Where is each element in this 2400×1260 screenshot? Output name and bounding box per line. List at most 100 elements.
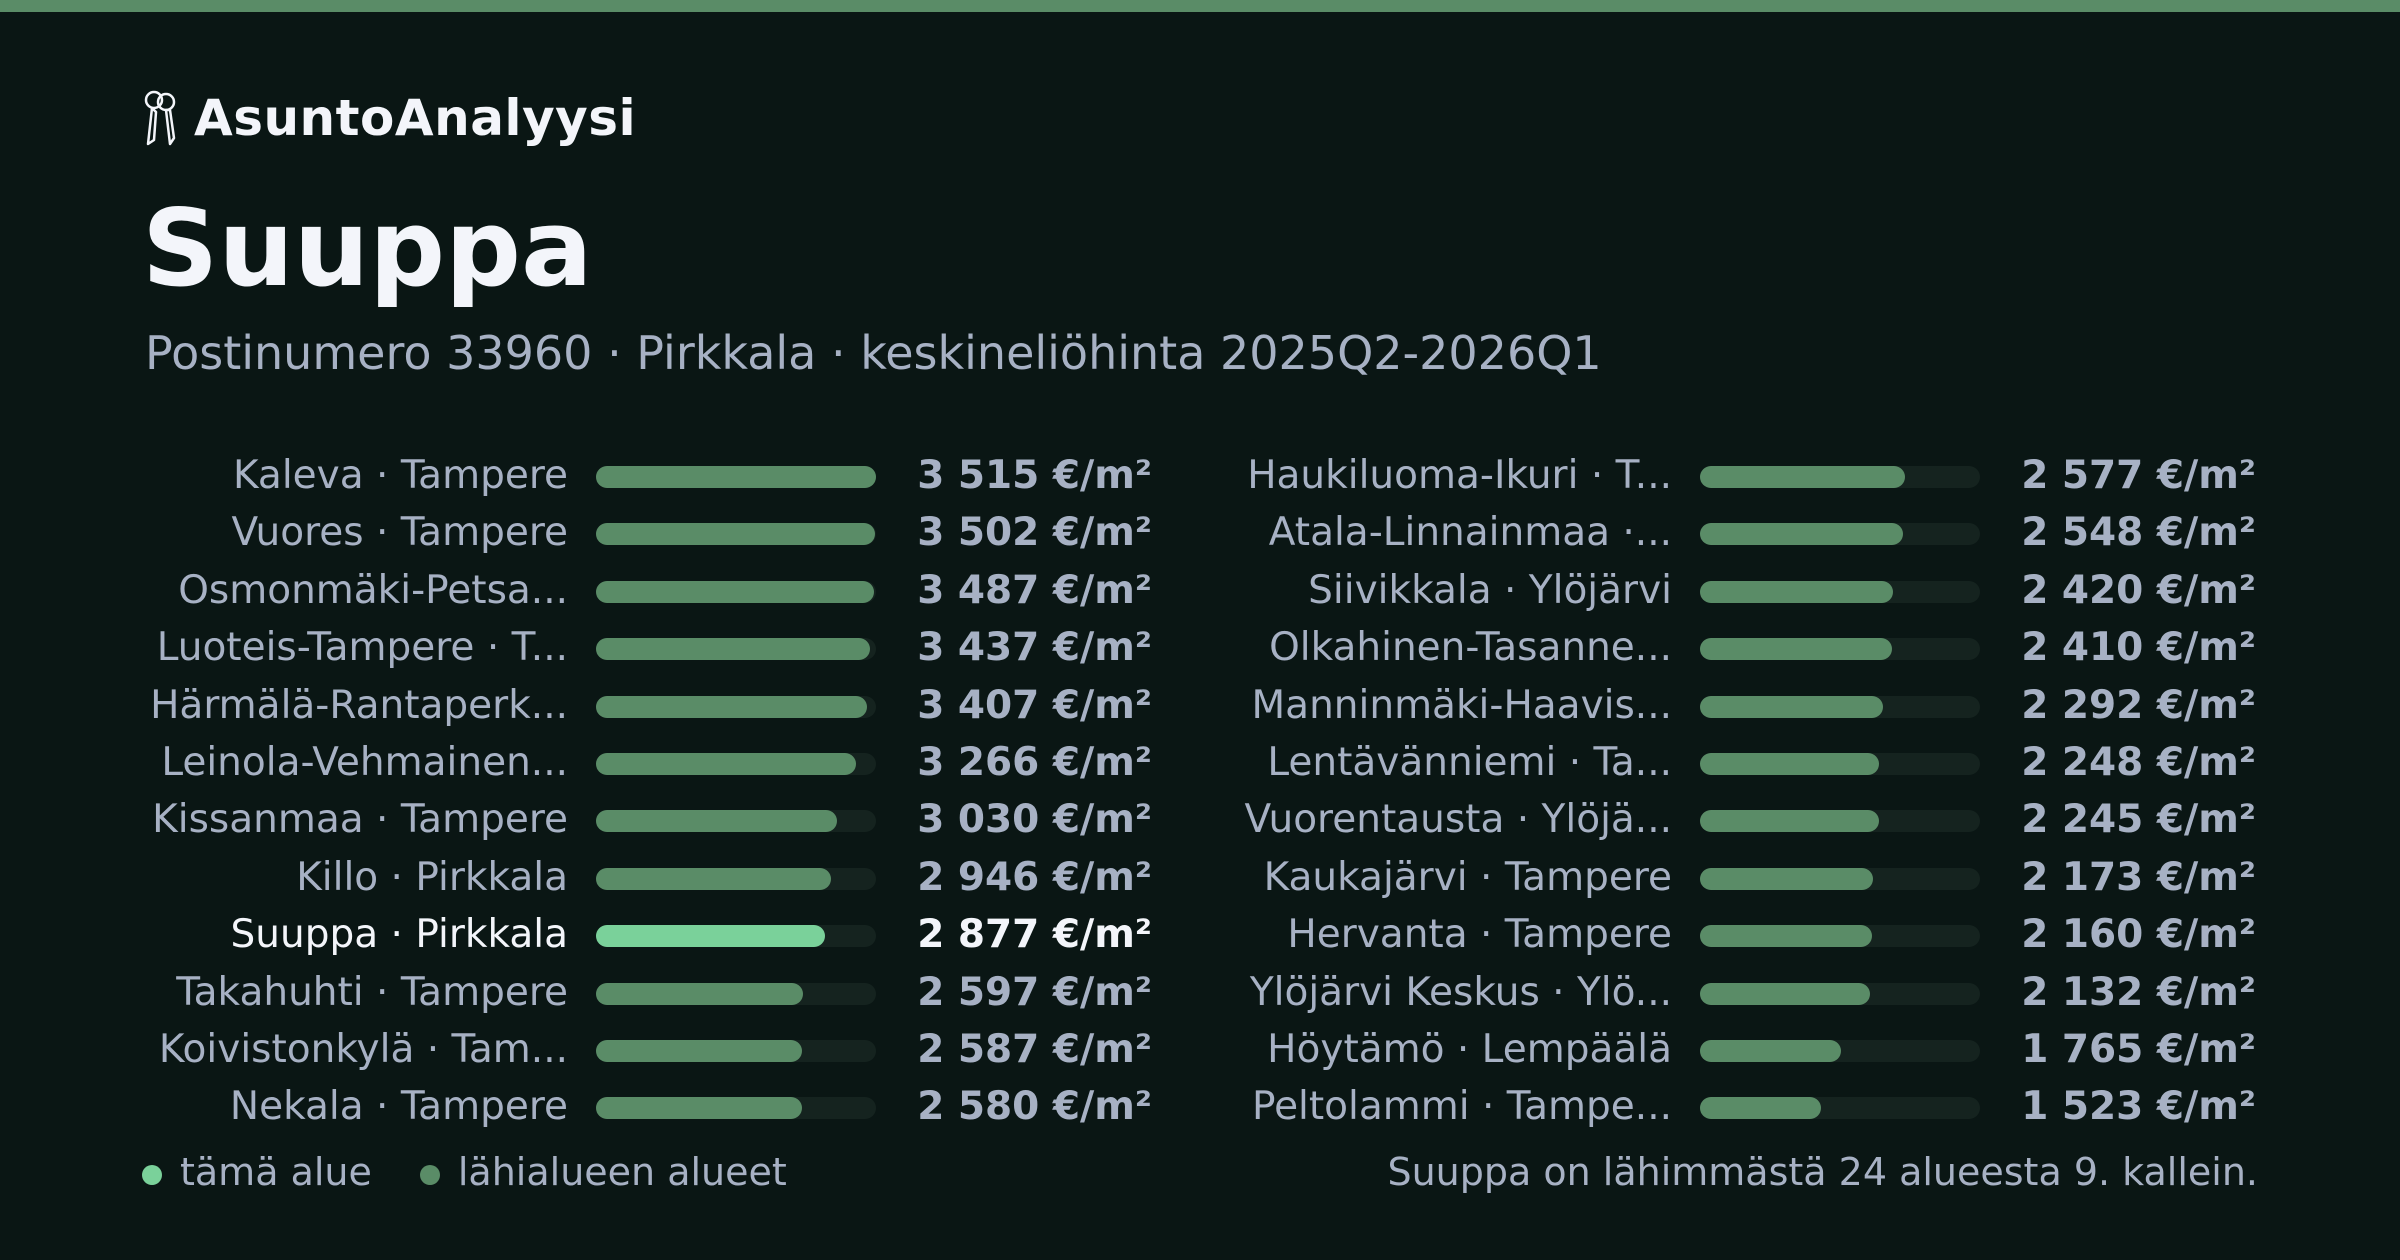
bar	[596, 1040, 803, 1062]
bar-value-label: 2 132 €/m²	[2021, 969, 2256, 1015]
bar	[1700, 638, 1892, 661]
page-subtitle: Postinumero 33960 · Pirkkala · keskineli…	[145, 326, 1602, 380]
bar	[1700, 867, 1874, 890]
bar-track	[1700, 925, 1980, 948]
bar-track	[1700, 1097, 1980, 1120]
bar-value-label: 2 248 €/m²	[2021, 740, 2256, 785]
bar-value-label: 3 487 €/m²	[917, 567, 1152, 613]
bar-value-label: 1 523 €/m²	[2021, 1084, 2256, 1130]
bar-track	[596, 1040, 876, 1062]
bar	[1700, 466, 1906, 488]
bar	[1700, 982, 1870, 1005]
bar-label: Manninmäki-Haavis...	[1251, 682, 1672, 728]
bar	[596, 638, 870, 661]
bar-row: Nekala · Tampere 2 580 €/m²	[0, 1078, 2400, 1135]
bar-value-label: 3 437 €/m²	[917, 625, 1152, 671]
bar-track	[1700, 523, 1980, 546]
bar-label: Peltolammi · Tampe...	[1251, 1084, 1672, 1130]
bar	[596, 810, 838, 833]
bar-row: Luoteis-Tampere · T... 3 437 €/m²	[0, 619, 2400, 676]
bar-track	[1700, 1040, 1980, 1062]
bar-label: Haukiluoma-Ikuri · T...	[1247, 453, 1672, 498]
bar	[596, 695, 868, 718]
bar	[1700, 523, 1903, 546]
bar-row: Leinola-Vehmainen... 3 266 €/m²	[0, 734, 2400, 791]
bar-row: Vuores · Tampere 3 502 €/m²	[0, 504, 2400, 561]
bar-value-label: 2 245 €/m²	[2021, 797, 2256, 843]
bar-track	[596, 1097, 876, 1120]
bar-track	[1700, 638, 1980, 661]
bar-value-label: 3 515 €/m²	[917, 453, 1152, 498]
bar	[1700, 1040, 1841, 1062]
bar-row: Peltolammi · Tampe... 1 523 €/m²	[0, 1078, 2400, 1135]
bar-track	[1700, 580, 1980, 603]
legend-this-area-label: tämä alue	[180, 1150, 372, 1194]
bar-track	[596, 638, 876, 661]
bar-value-label: 3 030 €/m²	[917, 797, 1152, 843]
bar-row: Takahuhti · Tampere 2 597 €/m²	[0, 964, 2400, 1021]
bar	[1700, 810, 1879, 833]
bar-label: Atala-Linnainmaa ·...	[1268, 510, 1672, 556]
bar-row: Ylöjärvi Keskus · Ylö... 2 132 €/m²	[0, 964, 2400, 1021]
bar-row: Koivistonkylä · Tam... 2 587 €/m²	[0, 1021, 2400, 1078]
bar-track	[596, 867, 876, 890]
bar	[596, 466, 876, 488]
bar-row: Suuppa · Pirkkala 2 877 €/m²	[0, 906, 2400, 963]
keys-icon	[144, 90, 176, 146]
bar-value-label: 3 407 €/m²	[917, 682, 1152, 728]
brand[interactable]: AsuntoAnalyysi	[142, 88, 636, 148]
bar-value-label: 2 292 €/m²	[2021, 682, 2256, 728]
bar-label: Olkahinen-Tasanne...	[1269, 625, 1672, 671]
bar-value-label: 2 597 €/m²	[917, 969, 1152, 1015]
bar-label: Hervanta · Tampere	[1287, 912, 1672, 958]
bar	[596, 867, 831, 890]
legend-dot-this-area	[142, 1165, 162, 1185]
bar	[596, 523, 875, 546]
bar-row: Kissanmaa · Tampere 3 030 €/m²	[0, 791, 2400, 848]
bar	[596, 580, 874, 603]
bar-label: Lentävänniemi · Ta...	[1267, 740, 1672, 785]
bar-row: Kaleva · Tampere 3 515 €/m²	[0, 447, 2400, 504]
bar-value-label: 2 577 €/m²	[2021, 453, 2256, 498]
bar	[596, 925, 826, 948]
bar-track	[596, 753, 876, 775]
bar-row: Killo · Pirkkala 2 946 €/m²	[0, 849, 2400, 906]
bar-row: Höytämö · Lempäälä 1 765 €/m²	[0, 1021, 2400, 1078]
bar-label: Kaukajärvi · Tampere	[1263, 854, 1672, 900]
bar-value-label: 2 420 €/m²	[2021, 567, 2256, 613]
bar	[596, 982, 803, 1005]
bar-label: Ylöjärvi Keskus · Ylö...	[1249, 969, 1672, 1015]
legend-nearby: lähialueen alueet	[419, 1150, 787, 1194]
bar-track	[1700, 466, 1980, 488]
bar-value-label: 2 946 €/m²	[917, 854, 1152, 900]
bar	[1700, 1097, 1822, 1120]
bar-track	[596, 982, 876, 1005]
legend-this-area: tämä alue	[142, 1150, 372, 1194]
bar-track	[596, 523, 876, 546]
bar-track	[596, 580, 876, 603]
bar	[1700, 925, 1873, 948]
bar-value-label: 3 502 €/m²	[917, 510, 1152, 556]
bar-track	[1700, 753, 1980, 775]
bar-row: Atala-Linnainmaa ·... 2 548 €/m²	[0, 504, 2400, 561]
legend: tämä alue lähialueen alueet	[142, 1150, 835, 1194]
bar-row: Lentävänniemi · Ta... 2 248 €/m²	[0, 734, 2400, 791]
legend-nearby-label: lähialueen alueet	[457, 1150, 787, 1194]
bar-label: Siivikkala · Ylöjärvi	[1308, 567, 1672, 613]
bar-row: Kaukajärvi · Tampere 2 173 €/m²	[0, 849, 2400, 906]
bar-value-label: 2 173 €/m²	[2021, 854, 2256, 900]
page-title: Suuppa	[142, 187, 593, 310]
bar-label: Vuorentausta · Ylöjä...	[1244, 797, 1672, 843]
bar-value-label: 2 587 €/m²	[917, 1027, 1152, 1072]
bar-track	[1700, 982, 1980, 1005]
bar-value-label: 2 877 €/m²	[917, 912, 1152, 958]
bar-value-label: 2 580 €/m²	[917, 1084, 1152, 1130]
bar-value-label: 2 548 €/m²	[2021, 510, 2256, 556]
bar-row: Osmonmäki-Petsa... 3 487 €/m²	[0, 562, 2400, 619]
bar-row: Hervanta · Tampere 2 160 €/m²	[0, 906, 2400, 963]
bar-row: Siivikkala · Ylöjärvi 2 420 €/m²	[0, 562, 2400, 619]
bar-value-label: 2 410 €/m²	[2021, 625, 2256, 671]
bar-value-label: 3 266 €/m²	[917, 740, 1152, 785]
bar-track	[596, 925, 876, 948]
bar	[1700, 695, 1883, 718]
